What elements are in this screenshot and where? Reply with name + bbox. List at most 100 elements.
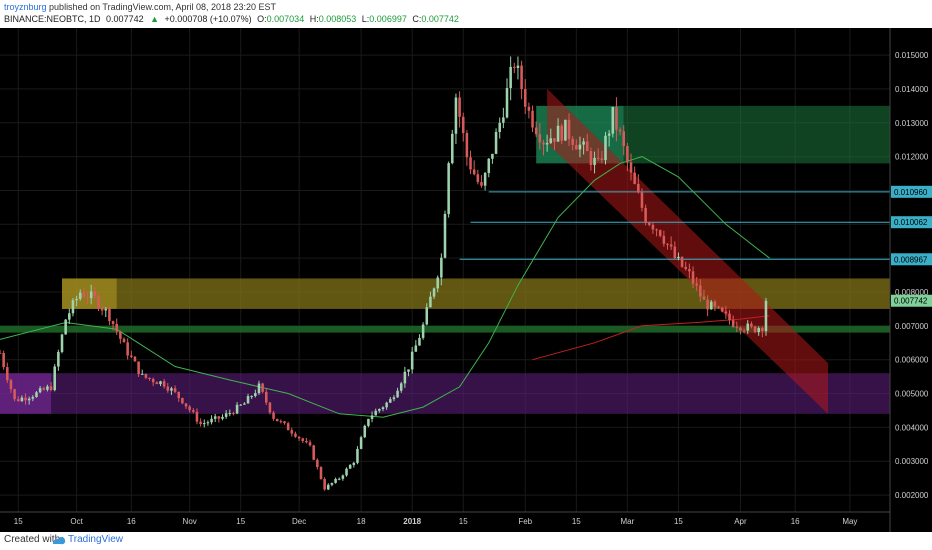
candle-body	[122, 338, 126, 343]
candle-body	[750, 323, 753, 327]
candle-body	[553, 138, 556, 142]
price-chart[interactable]: 0.0150000.0140000.0130000.0120000.011000…	[0, 28, 932, 532]
candle-body	[13, 389, 16, 400]
y-tick-label: 0.012000	[895, 153, 929, 162]
open-label: O:	[257, 14, 267, 24]
candle-body	[582, 141, 585, 145]
candle-body	[378, 409, 381, 411]
candle-body	[246, 396, 250, 404]
candle-body	[491, 153, 494, 159]
candle-body	[206, 422, 210, 424]
candle-body	[447, 163, 450, 214]
candle-body	[345, 468, 348, 476]
candle-body	[720, 307, 724, 312]
candle-body	[622, 131, 626, 147]
candle-body	[392, 397, 396, 400]
candle-body	[68, 313, 71, 320]
candle-body	[144, 373, 148, 378]
candle-body	[502, 117, 505, 123]
plot-area[interactable]	[0, 28, 890, 512]
candle-body	[527, 106, 531, 111]
candle-body	[327, 484, 330, 490]
candle-body	[217, 416, 221, 419]
candle-body	[334, 478, 337, 483]
last-price: 0.007742	[106, 14, 144, 24]
candle-body	[764, 300, 768, 332]
candle-body	[381, 407, 385, 410]
candle-body	[93, 291, 97, 296]
candle-body	[279, 421, 283, 423]
candle-body	[162, 381, 166, 387]
candle-body	[494, 131, 498, 154]
candle-body	[221, 416, 224, 419]
candle-body	[341, 475, 345, 479]
close-label: C:	[412, 14, 422, 24]
chart-header: troyznburg published on TradingView.com,…	[0, 0, 932, 28]
candle-body	[465, 133, 469, 158]
author-link[interactable]: troyznburg	[4, 2, 47, 12]
candle-body	[264, 391, 268, 403]
candle-body	[155, 382, 159, 385]
candle-body	[64, 319, 67, 335]
candle-body	[195, 411, 199, 422]
candle-body	[86, 296, 89, 299]
created-with-label: Created with	[4, 534, 61, 545]
candle-body	[283, 421, 286, 424]
x-tick-label: Oct	[70, 517, 83, 526]
candle-body	[75, 298, 78, 301]
y-tick-label: 0.008000	[895, 288, 929, 297]
candle-body	[115, 323, 118, 332]
candle-body	[677, 256, 680, 259]
candle-body	[111, 321, 115, 324]
candle-body	[235, 404, 239, 414]
candle-body	[724, 311, 728, 314]
moving-averages	[0, 156, 770, 418]
y-tick-label: 0.004000	[895, 423, 929, 432]
candle-body	[761, 328, 764, 332]
candle-body	[702, 296, 706, 300]
candle-body	[370, 415, 374, 419]
candle-body	[232, 413, 235, 415]
candle-body	[319, 467, 323, 480]
candle-body	[71, 300, 75, 314]
x-axis-ticks[interactable]: 15 Oct 16 Nov 15 Dec 18 2018 15 Feb 15 Mar 15 Apr 16 Ma…	[14, 517, 858, 526]
candle-body	[480, 182, 483, 186]
candle-body	[647, 222, 651, 225]
candle-body	[407, 369, 410, 372]
candle-body	[137, 361, 140, 375]
x-tick-label: May	[842, 517, 857, 526]
candle-body	[49, 386, 53, 391]
x-tick-label: 2018	[403, 517, 421, 526]
candle-body	[312, 445, 315, 460]
candle-body	[454, 97, 458, 134]
candle-body	[60, 334, 64, 352]
candle-body	[53, 366, 56, 391]
candle-body	[389, 399, 392, 403]
candle-body	[575, 144, 578, 150]
candle-body	[626, 146, 629, 163]
tradingview-brand[interactable]: TradingView	[68, 534, 124, 545]
candle-body	[359, 437, 363, 449]
candle-body	[567, 119, 571, 139]
price-tag-box	[891, 185, 932, 198]
candle-body	[2, 353, 5, 368]
candle-body	[199, 421, 202, 425]
candle-body	[666, 243, 669, 245]
candle-body	[651, 224, 655, 230]
candle-body	[538, 134, 542, 143]
candle-body	[308, 442, 312, 446]
candle-body	[367, 418, 370, 426]
open-value: 0.007034	[266, 14, 305, 24]
price-axis[interactable]	[890, 28, 932, 532]
close-value: 0.007742	[421, 14, 459, 24]
low-value: 0.006997	[369, 14, 407, 24]
candle-body	[469, 157, 472, 170]
candle-body	[24, 397, 27, 401]
x-tick-label: 15	[674, 517, 683, 526]
candle-body	[177, 391, 181, 398]
candle-body	[170, 388, 173, 391]
up-triangle-icon: ▲	[150, 14, 160, 24]
candle-body	[633, 172, 636, 184]
candle-body	[151, 378, 155, 383]
candle-body	[753, 326, 757, 333]
